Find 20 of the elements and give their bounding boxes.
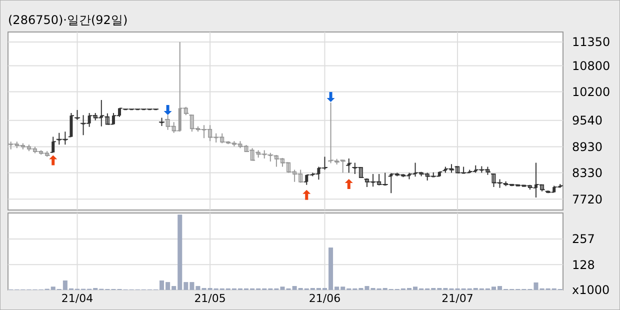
y-tick-label: 257 [572, 232, 595, 246]
y-tick-label: 10200 [572, 84, 610, 99]
y-tick-label: 7720 [572, 192, 603, 206]
x-tick-label: 21/07 [442, 292, 474, 305]
point [164, 104, 172, 115]
x-tick-label: 21/05 [194, 292, 226, 305]
y-tick-label: 11350 [572, 35, 610, 50]
x-tick-label: 21/06 [308, 292, 341, 305]
point [302, 190, 311, 200]
point [326, 92, 335, 102]
y-tick-label: 9540 [572, 114, 603, 128]
y-tick-label: x1000 [572, 283, 610, 298]
chart-title: (286750)·일간(92일) [8, 13, 128, 27]
y-tick-label: 10800 [572, 58, 610, 73]
y-tick-label: 8330 [572, 166, 603, 180]
point [49, 155, 58, 166]
y-tick-label: 128 [572, 258, 595, 272]
y-tick-label: 8930 [572, 140, 603, 154]
x-tick-label: 21/04 [61, 292, 94, 305]
point [344, 179, 353, 190]
